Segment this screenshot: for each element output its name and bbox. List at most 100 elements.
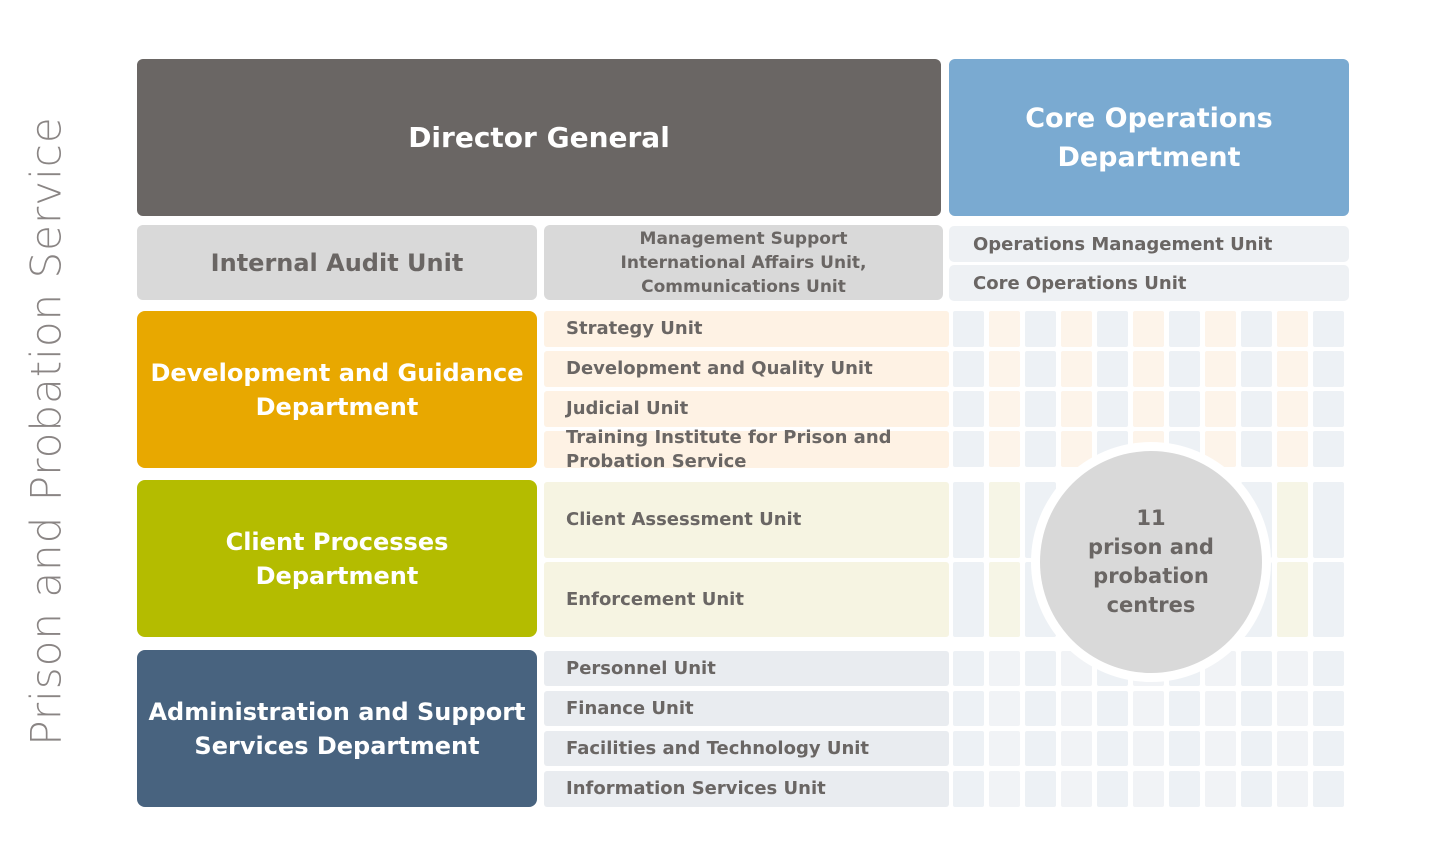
core-operations-unit-label: Core Operations Unit — [973, 272, 1187, 294]
operations-unit-item: Operations Management Unit — [949, 226, 1349, 262]
grid-cell — [1277, 691, 1308, 726]
grid-row — [953, 311, 1349, 347]
grid-cell — [1025, 731, 1056, 766]
grid-cell — [953, 691, 984, 726]
centres-label-2: probation — [1093, 564, 1209, 588]
grid-cell — [953, 562, 984, 637]
internal-audit-label: Internal Audit Unit — [210, 248, 464, 277]
grid-cell — [989, 482, 1020, 558]
grid-cell — [1169, 771, 1200, 807]
grid-cell — [1277, 431, 1308, 467]
grid-row — [953, 731, 1349, 766]
grid-cell — [1313, 391, 1344, 427]
management-support-line-1: Management Support — [639, 228, 848, 249]
administration-department-label-1: Administration and Support — [148, 697, 526, 726]
management-support-box: Management Support International Affairs… — [544, 225, 943, 300]
grid-cell — [1097, 771, 1128, 807]
grid-cell — [1205, 731, 1236, 766]
client-department-label-1: Client Processes — [225, 527, 449, 556]
grid-cell — [1169, 391, 1200, 427]
grid-cell — [1241, 731, 1272, 766]
grid-cell — [989, 651, 1020, 686]
administration-department-label-2: Services Department — [194, 731, 480, 760]
grid-cell — [1313, 431, 1344, 467]
grid-cell — [1133, 311, 1164, 347]
grid-cell — [1277, 562, 1308, 637]
grid-row — [953, 431, 1349, 467]
unit-item: Facilities and Technology Unit — [544, 731, 949, 766]
grid-cell — [953, 731, 984, 766]
grid-cell — [1061, 691, 1092, 726]
grid-cell — [1241, 391, 1272, 427]
grid-cell — [1133, 731, 1164, 766]
grid-cell — [1313, 731, 1344, 766]
unit-item: Development and Quality Unit — [544, 351, 949, 387]
information-services-unit-label: Information Services Unit — [566, 778, 826, 799]
grid-cell — [1061, 771, 1092, 807]
development-quality-unit-label: Development and Quality Unit — [566, 358, 873, 379]
grid-cell — [953, 351, 984, 387]
grid-cell — [953, 771, 984, 807]
grid-cell — [1205, 691, 1236, 726]
grid-cell — [1205, 771, 1236, 807]
unit-item: Personnel Unit — [544, 651, 949, 686]
facilities-technology-unit-label: Facilities and Technology Unit — [566, 737, 870, 759]
core-operations-box: Core Operations Department — [949, 59, 1349, 216]
grid-row — [953, 351, 1349, 387]
grid-cell — [989, 351, 1020, 387]
grid-cell — [953, 482, 984, 558]
grid-cell — [1061, 391, 1092, 427]
grid-cell — [1241, 431, 1272, 467]
client-assessment-unit-label: Client Assessment Unit — [566, 509, 802, 530]
grid-cell — [989, 431, 1020, 467]
finance-unit-label: Finance Unit — [566, 697, 694, 719]
director-general-label: Director General — [408, 121, 670, 154]
unit-item: Judicial Unit — [544, 391, 949, 427]
grid-cell — [1025, 691, 1056, 726]
core-operations-label-2: Department — [1057, 141, 1241, 173]
grid-cell — [1313, 691, 1344, 726]
grid-cell — [1169, 731, 1200, 766]
client-processes-department-box: Client Processes Department — [137, 480, 537, 637]
unit-item: Enforcement Unit — [544, 562, 949, 637]
grid-cell — [1025, 311, 1056, 347]
grid-cell — [1133, 771, 1164, 807]
grid-cell — [1241, 351, 1272, 387]
grid-cell — [1205, 311, 1236, 347]
grid-cell — [953, 391, 984, 427]
grid-cell — [989, 391, 1020, 427]
grid-cell — [1313, 771, 1344, 807]
grid-cell — [1169, 311, 1200, 347]
grid-row — [953, 391, 1349, 427]
development-department-label-2: Department — [255, 392, 419, 421]
grid-cell — [989, 771, 1020, 807]
grid-cell — [1097, 351, 1128, 387]
training-institute-label-2: Probation Service — [566, 450, 747, 472]
grid-cell — [1241, 311, 1272, 347]
core-operations-label-1: Core Operations — [1025, 102, 1273, 134]
strategy-unit-label: Strategy Unit — [566, 318, 703, 339]
grid-cell — [1313, 562, 1344, 637]
grid-cell — [1133, 391, 1164, 427]
grid-cell — [989, 311, 1020, 347]
grid-cell — [1169, 351, 1200, 387]
grid-cell — [1277, 351, 1308, 387]
centres-label-1: prison and — [1088, 535, 1214, 559]
grid-row — [953, 691, 1349, 726]
grid-cell — [1313, 351, 1344, 387]
management-support-line-3: Communications Unit — [641, 276, 846, 297]
grid-cell — [1313, 482, 1344, 558]
unit-item: Training Institute for Prison and Probat… — [544, 427, 949, 472]
unit-item: Finance Unit — [544, 691, 949, 726]
grid-cell — [1025, 391, 1056, 427]
grid-cell — [989, 731, 1020, 766]
grid-cell — [1097, 311, 1128, 347]
personnel-unit-label: Personnel Unit — [566, 657, 716, 679]
grid-cell — [1277, 771, 1308, 807]
grid-cell — [1241, 651, 1272, 686]
director-general-box: Director General — [137, 59, 941, 216]
training-institute-label-1: Training Institute for Prison and — [566, 426, 892, 448]
unit-item: Strategy Unit — [544, 311, 949, 347]
judicial-unit-label: Judicial Unit — [566, 398, 689, 419]
grid-row — [953, 771, 1349, 807]
